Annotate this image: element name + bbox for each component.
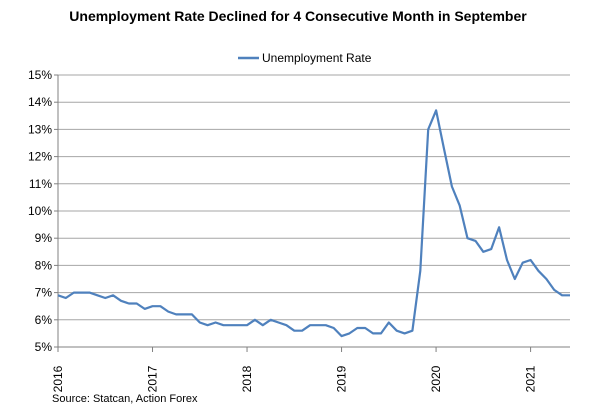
axes (57, 75, 570, 348)
y-tick-label: 11% (29, 177, 52, 191)
chart-title: Unemployment Rate Declined for 4 Consecu… (69, 8, 527, 24)
y-tick-label: 5% (35, 340, 53, 354)
x-tick-label: 2016 (51, 365, 65, 392)
y-tick-label: 8% (35, 258, 53, 272)
x-tick-label: 2021 (524, 365, 538, 392)
y-tick-label: 10% (28, 204, 52, 218)
y-tick-label: 6% (35, 313, 53, 327)
x-tick-label: 2019 (335, 365, 349, 392)
source-note: Source: Statcan, Action Forex (52, 393, 198, 405)
legend-label: Unemployment Rate (262, 51, 372, 65)
gridlines (58, 74, 570, 348)
y-tick-label: 12% (28, 150, 52, 164)
x-tick-label: 2018 (240, 365, 254, 392)
y-axis-ticks: 5% 6% 7% 8% 9% 10% 11% 12% 13% 14% 15% (28, 68, 58, 354)
x-tick-label: 2020 (429, 365, 443, 392)
series-line-unemployment-rate (57, 109, 570, 338)
x-axis-ticks: 2016 2017 2018 2019 2020 2021 (51, 347, 538, 392)
y-tick-label: 13% (28, 122, 52, 136)
y-tick-label: 7% (35, 286, 53, 300)
series-layer (57, 109, 570, 338)
y-tick-label: 15% (28, 68, 52, 82)
y-tick-label: 14% (28, 95, 52, 109)
x-tick-label: 2017 (146, 365, 160, 392)
y-tick-label: 9% (35, 231, 53, 245)
legend: Unemployment Rate (238, 51, 372, 65)
